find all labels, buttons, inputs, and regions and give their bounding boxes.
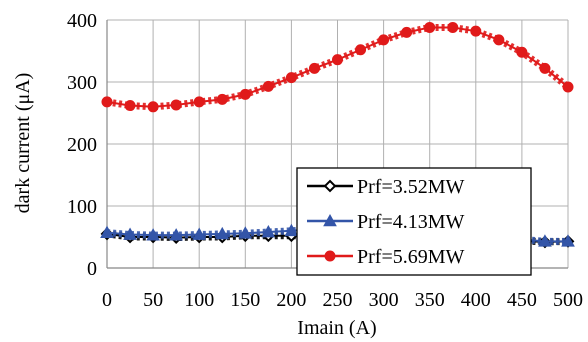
legend-item: Prf=4.13MW [307,211,465,233]
data-point [308,62,320,74]
data-point [124,100,136,112]
data-point [562,81,574,93]
data-point [332,54,343,66]
legend-label: Prf=3.52MW [357,176,465,198]
data-point [284,223,299,237]
x-tick-label: 450 [507,289,537,311]
legend-marker [324,250,336,262]
data-point [100,225,114,238]
data-point [101,96,113,108]
data-point [193,96,205,108]
y-tick-label: 400 [67,10,97,32]
legend-label: Prf=4.13MW [357,211,465,233]
x-tick-label: 300 [369,289,399,311]
data-point [401,26,413,38]
legend: Prf=3.52MW Prf=4.13MW Prf=5.69MW [296,167,532,276]
data-point [261,225,276,238]
data-point [238,226,253,239]
legend-item: Prf=3.52MW [307,176,465,198]
x-tick-label: 50 [143,289,163,311]
y-tick-label: 0 [87,258,97,280]
legend-marker [323,179,337,193]
data-point [516,46,528,58]
legend-marker [323,213,337,227]
data-point [470,25,482,37]
data-point [170,99,182,111]
y-tick-label: 300 [67,72,97,94]
y-axis-label: dark current (μA) [12,73,34,214]
x-tick-label: 250 [323,289,353,311]
legend-label: Prf=5.69MW [357,246,465,268]
data-point [215,226,230,240]
y-tick-label: 100 [67,196,97,218]
data-point [239,88,251,100]
data-point [146,228,160,241]
data-point [447,21,459,33]
data-point [285,72,297,84]
data-point [262,80,274,92]
y-tick-labels: 0 100 200 300 400 [67,10,97,280]
x-tick-labels: 0 50 100 150 200 250 300 350 400 450 500 [102,289,583,311]
data-point [539,62,551,74]
x-tick-label: 350 [415,289,445,311]
data-point [561,234,575,247]
x-tick-label: 500 [553,289,583,311]
data-point [216,93,228,105]
data-point [192,227,207,240]
legend-item: Prf=5.69MW [307,246,465,268]
x-tick-label: 150 [230,289,260,311]
data-point [169,228,183,241]
x-tick-label: 100 [184,289,214,311]
data-point [147,101,159,113]
data-point [493,34,505,46]
data-point [123,227,137,240]
data-point [355,44,367,56]
y-tick-label: 200 [67,134,97,156]
x-tick-label: 400 [461,289,491,311]
x-axis-label: Imain (A) [297,317,376,339]
data-point [378,34,390,46]
data-point [424,21,436,33]
series-3 [101,21,574,113]
x-tick-label: 0 [102,289,112,311]
data-point [538,234,552,247]
x-tick-label: 200 [276,289,306,311]
